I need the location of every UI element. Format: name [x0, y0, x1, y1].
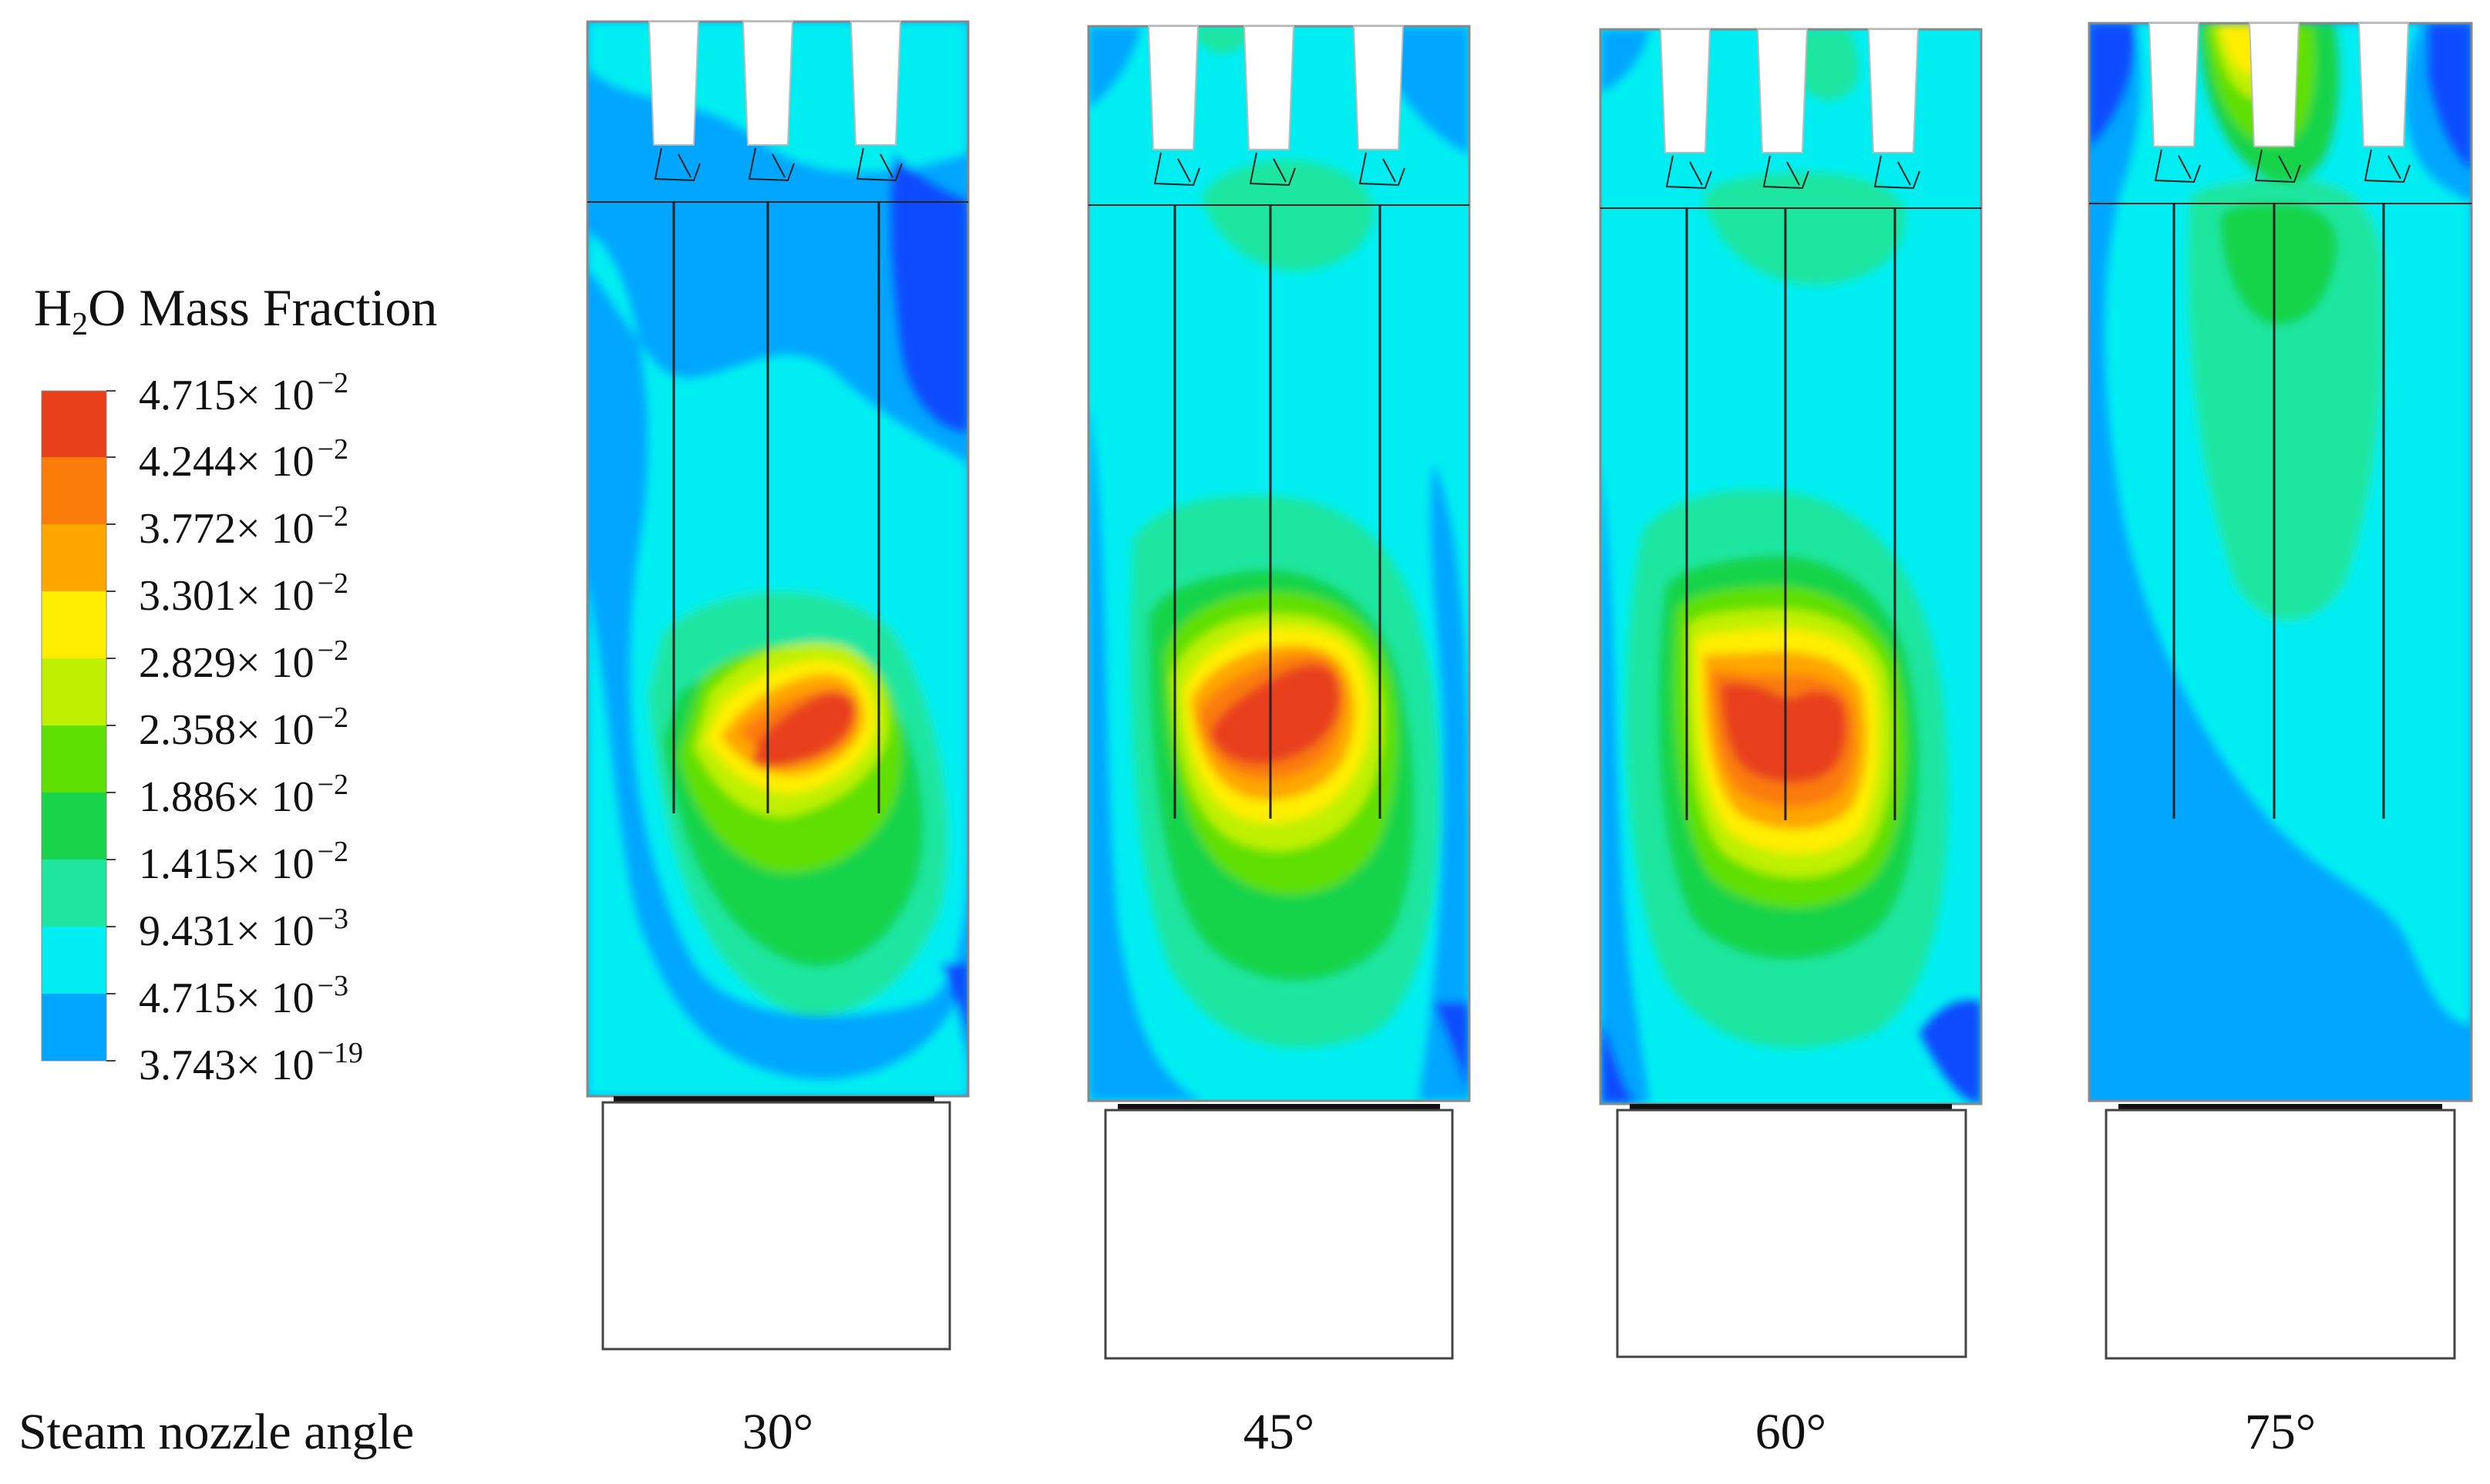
panel-75 [2088, 22, 2473, 1360]
legend-label-7: 1.886× 10 −2 [139, 769, 349, 821]
legend-swatch-band-10 [42, 927, 106, 994]
legend-swatch-2 [42, 457, 106, 524]
legend-label-6: 2.358× 10 −2 [139, 702, 349, 754]
legend-swatch-8 [42, 860, 106, 927]
panel-60-tubes [1685, 208, 1896, 820]
legend-title: H2O Mass Fraction [34, 278, 438, 342]
angle-label-30: 30° [742, 1404, 814, 1460]
panel-60 [1599, 28, 1983, 1358]
legend-label-10: 4.715× 10 −3 [139, 970, 349, 1022]
panel-30-tubes [672, 202, 880, 813]
legend-colorbar [41, 390, 107, 1062]
panel-75-nozzle-tips [2154, 149, 2411, 183]
legend-label-2: 4.244× 10 −2 [139, 433, 349, 486]
panel-45-base-plate [1118, 1104, 1440, 1110]
legend-swatch-1 [42, 391, 106, 457]
panel-45 [1087, 25, 1471, 1360]
panel-60-nozzles [1659, 29, 1920, 153]
panel-30-chamber [601, 1101, 951, 1351]
row-caption: Steam nozzle angle [19, 1404, 415, 1460]
panel-75-nozzles [2148, 22, 2410, 147]
legend-label-4: 3.301× 10 −2 [139, 567, 349, 620]
legend-label-3: 3.772× 10 −2 [139, 500, 349, 553]
legend-ticks [106, 390, 116, 1062]
panel-30-field [587, 22, 968, 1096]
legend-label-1: 4.715× 10 −2 [139, 367, 349, 419]
angle-label-60: 60° [1755, 1404, 1827, 1460]
panel-45-tubes [1173, 205, 1381, 819]
panel-30-base-plate [614, 1096, 934, 1102]
panel-75-tubes [2172, 204, 2385, 819]
legend-label-9: 9.431× 10 −3 [139, 903, 349, 955]
legend-label-5: 2.829× 10 −2 [139, 634, 349, 687]
panel-60-base-plate [1630, 1104, 1952, 1110]
legend-swatch-4 [42, 591, 106, 658]
legend-label-11: 3.743× 10 −19 [139, 1037, 364, 1089]
legend-swatch-3 [42, 524, 106, 591]
panel-30-nozzles [648, 21, 902, 146]
panel-60-field [1600, 29, 1981, 1104]
panel-45-field [1089, 26, 1469, 1101]
panel-75-field [2089, 23, 2471, 1101]
angle-label-45: 45° [1243, 1404, 1315, 1460]
panel-75-chamber [2105, 1109, 2456, 1360]
panel-30-nozzle-tips [654, 147, 903, 182]
panel-60-nozzle-tips [1665, 155, 1920, 190]
legend-band-bottom-blue-min [42, 994, 106, 1061]
legend-label-8: 1.415× 10 −2 [139, 836, 349, 888]
panel-45-nozzle-tips [1153, 152, 1405, 187]
panel-30 [586, 20, 970, 1351]
angle-label-75: 75° [2244, 1404, 2317, 1460]
legend-swatch-6 [42, 725, 106, 792]
legend-swatch-5 [42, 658, 106, 725]
panel-45-nozzles [1147, 25, 1405, 150]
panel-45-chamber [1104, 1109, 1454, 1360]
legend-swatch-7 [42, 792, 106, 860]
panel-60-chamber [1616, 1109, 1967, 1358]
panel-75-base-plate [2118, 1104, 2442, 1110]
